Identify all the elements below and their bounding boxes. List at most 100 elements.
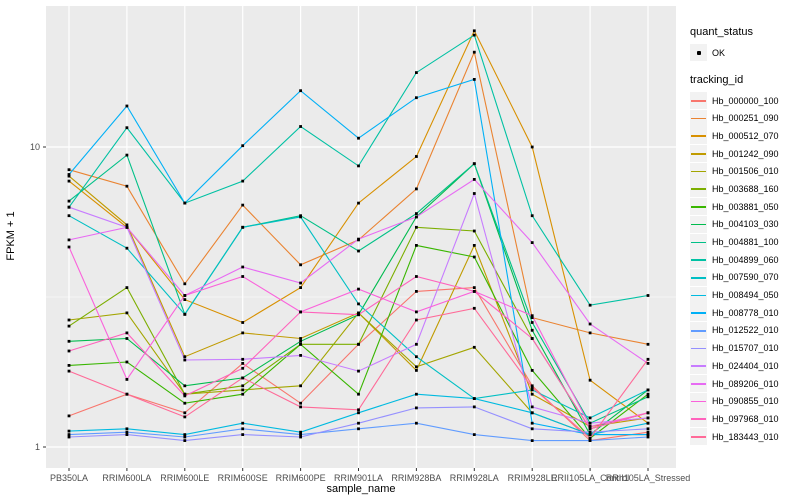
- data-point: [241, 392, 245, 396]
- line-glyph-icon: [691, 436, 706, 438]
- data-point: [415, 225, 418, 229]
- data-point: [588, 331, 592, 335]
- data-point: [646, 430, 650, 434]
- data-point: [125, 430, 129, 434]
- legend-key-line: [690, 109, 707, 127]
- line-glyph-icon: [691, 383, 706, 385]
- data-point: [588, 416, 592, 420]
- data-point: [67, 364, 71, 367]
- data-point: [357, 249, 360, 253]
- legend-key-line: [690, 233, 707, 251]
- line-glyph-icon: [691, 188, 706, 191]
- legend-key-line: [690, 375, 707, 393]
- legend-item-Hb_003688_160: Hb_003688_160: [690, 180, 798, 198]
- data-point: [241, 265, 245, 269]
- data-point: [183, 298, 187, 301]
- data-point: [67, 245, 71, 249]
- x-tick-label: RRIM928LA: [450, 473, 499, 483]
- data-point: [241, 357, 245, 361]
- data-point: [299, 310, 302, 314]
- legend-item-label: Hb_000512_070: [712, 130, 779, 141]
- legend-key-line: [690, 339, 707, 357]
- legend-key-line: [690, 162, 707, 180]
- data-point: [67, 214, 71, 218]
- x-axis-title: sample_name: [326, 483, 396, 495]
- legend-item-label: Hb_008494_050: [712, 290, 779, 301]
- y-tick-label: 10: [30, 142, 40, 152]
- data-point: [125, 311, 129, 315]
- data-point: [241, 362, 245, 365]
- data-point: [67, 339, 71, 343]
- data-point: [472, 78, 476, 81]
- legend-key-line: [690, 180, 707, 198]
- line-glyph-icon: [691, 241, 706, 244]
- data-point: [415, 392, 418, 396]
- data-point: [415, 406, 418, 410]
- data-point: [415, 275, 418, 278]
- data-point: [530, 145, 534, 149]
- data-point: [241, 144, 245, 148]
- data-point: [125, 126, 129, 130]
- data-point: [415, 212, 418, 215]
- data-point: [646, 357, 650, 361]
- data-point: [241, 331, 245, 335]
- data-point: [472, 286, 476, 289]
- data-point: [530, 388, 534, 392]
- line-glyph-icon: [691, 276, 706, 279]
- legend-item-Hb_024404_010: Hb_024404_010: [690, 357, 798, 375]
- data-point: [299, 435, 302, 439]
- data-point: [183, 392, 187, 396]
- legend-item-ok: OK: [690, 44, 798, 62]
- x-tick-label: RRIM928BA: [391, 473, 441, 483]
- data-point: [530, 214, 534, 218]
- data-point: [183, 439, 187, 442]
- data-point: [357, 201, 360, 205]
- data-point: [646, 395, 650, 399]
- data-point: [415, 71, 418, 74]
- data-point: [588, 322, 592, 326]
- data-point: [67, 433, 71, 436]
- data-point: [472, 405, 476, 409]
- data-point: [530, 321, 534, 324]
- data-point: [588, 436, 592, 440]
- line-glyph-icon: [691, 400, 706, 403]
- legend-key-line: [690, 357, 707, 375]
- legend-item-label: Hb_089206_010: [712, 378, 779, 389]
- data-point: [646, 294, 650, 297]
- legend-item-Hb_008494_050: Hb_008494_050: [690, 286, 798, 304]
- data-point: [299, 430, 302, 434]
- data-point: [241, 275, 245, 278]
- data-point: [415, 355, 418, 359]
- line-glyph-icon: [691, 135, 706, 137]
- legend-item-label: Hb_003688_160: [712, 183, 779, 194]
- data-point: [415, 155, 418, 158]
- data-point: [357, 313, 360, 317]
- data-point: [530, 314, 534, 318]
- legend-key-line: [690, 304, 707, 322]
- legend-item-label: Hb_000000_100: [712, 95, 779, 106]
- data-point: [299, 89, 302, 93]
- data-point: [125, 427, 129, 431]
- legend-item-Hb_008778_010: Hb_008778_010: [690, 304, 798, 322]
- x-tick-label: RRIM901LA: [334, 473, 383, 483]
- legend-key-line: [690, 321, 707, 339]
- data-point: [299, 286, 302, 289]
- data-point: [299, 401, 302, 405]
- legend-key-line: [690, 268, 707, 286]
- line-glyph-icon: [691, 259, 706, 261]
- legend-item-label: Hb_000251_090: [712, 113, 779, 124]
- data-point: [646, 362, 650, 365]
- x-tick-label: RRIM928LE: [508, 473, 557, 483]
- line-glyph-icon: [691, 223, 706, 226]
- data-point: [646, 388, 650, 392]
- legend-quant-status-title: quant_status: [690, 26, 753, 38]
- data-point: [125, 433, 129, 436]
- legend-key-point: [690, 44, 707, 62]
- legend-item-label: OK: [712, 47, 726, 58]
- data-point: [125, 184, 129, 188]
- legend-item-Hb_012522_010: Hb_012522_010: [690, 321, 798, 340]
- data-point: [125, 246, 129, 250]
- data-point: [472, 306, 476, 310]
- data-point: [183, 282, 187, 286]
